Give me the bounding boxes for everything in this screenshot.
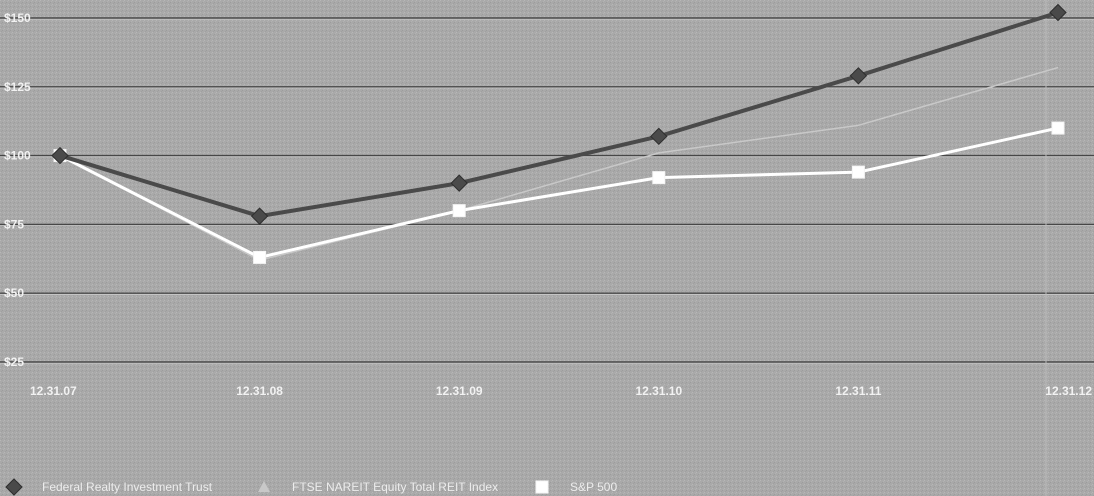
data-point — [849, 67, 868, 85]
data-point — [851, 165, 865, 179]
legend-label: FTSE NAREIT Equity Total REIT Index — [292, 480, 498, 494]
legend-marker — [535, 480, 549, 494]
data-point — [1051, 121, 1065, 135]
x-axis-ticks: 12.31.07 12.31.08 12.31.09 12.31.10 12.31.11… — [30, 384, 1092, 398]
legend-item: FTSE NAREIT Equity Total REIT Index — [258, 480, 498, 494]
data-point — [1049, 3, 1067, 22]
legend: Federal Realty Investment Trust FTSE NARE… — [5, 478, 617, 496]
y-axis-ticks: $150 $125 $100 $75 $50 $25 — [4, 11, 31, 369]
x-tick-label: 12.31.09 — [436, 384, 483, 398]
series-line — [59, 10, 1059, 219]
data-point — [250, 207, 269, 225]
data-point — [652, 171, 666, 185]
data-point — [253, 250, 267, 264]
data-point — [51, 146, 69, 165]
legend-item: S&P 500 — [535, 480, 617, 494]
legend-marker — [258, 481, 270, 492]
x-tick-label: 12.31.11 — [835, 384, 881, 398]
y-tick-label: $25 — [4, 355, 24, 369]
y-tick-label: $125 — [4, 80, 31, 94]
y-tick-label: $100 — [4, 149, 31, 163]
x-tick-label: 12.31.08 — [236, 384, 283, 398]
x-tick-label: 12.31.07 — [30, 384, 77, 398]
x-tick-label: 12.31.10 — [635, 384, 682, 398]
data-point — [452, 204, 466, 218]
y-tick-label: $50 — [4, 286, 24, 300]
y-tick-label: $150 — [4, 11, 31, 25]
data-point — [450, 174, 468, 192]
y-tick-label: $75 — [4, 217, 24, 231]
data-point — [650, 127, 668, 146]
series-0 — [51, 3, 1067, 225]
series-line — [59, 126, 1059, 259]
x-tick-label: 12.31.12 — [1045, 384, 1092, 398]
series-1 — [59, 66, 1059, 261]
series-line — [59, 66, 1059, 261]
series — [51, 3, 1067, 264]
legend-label: S&P 500 — [570, 480, 617, 494]
legend-marker — [5, 478, 23, 496]
legend-label: Federal Realty Investment Trust — [42, 480, 213, 494]
legend-item: Federal Realty Investment Trust — [5, 478, 213, 496]
